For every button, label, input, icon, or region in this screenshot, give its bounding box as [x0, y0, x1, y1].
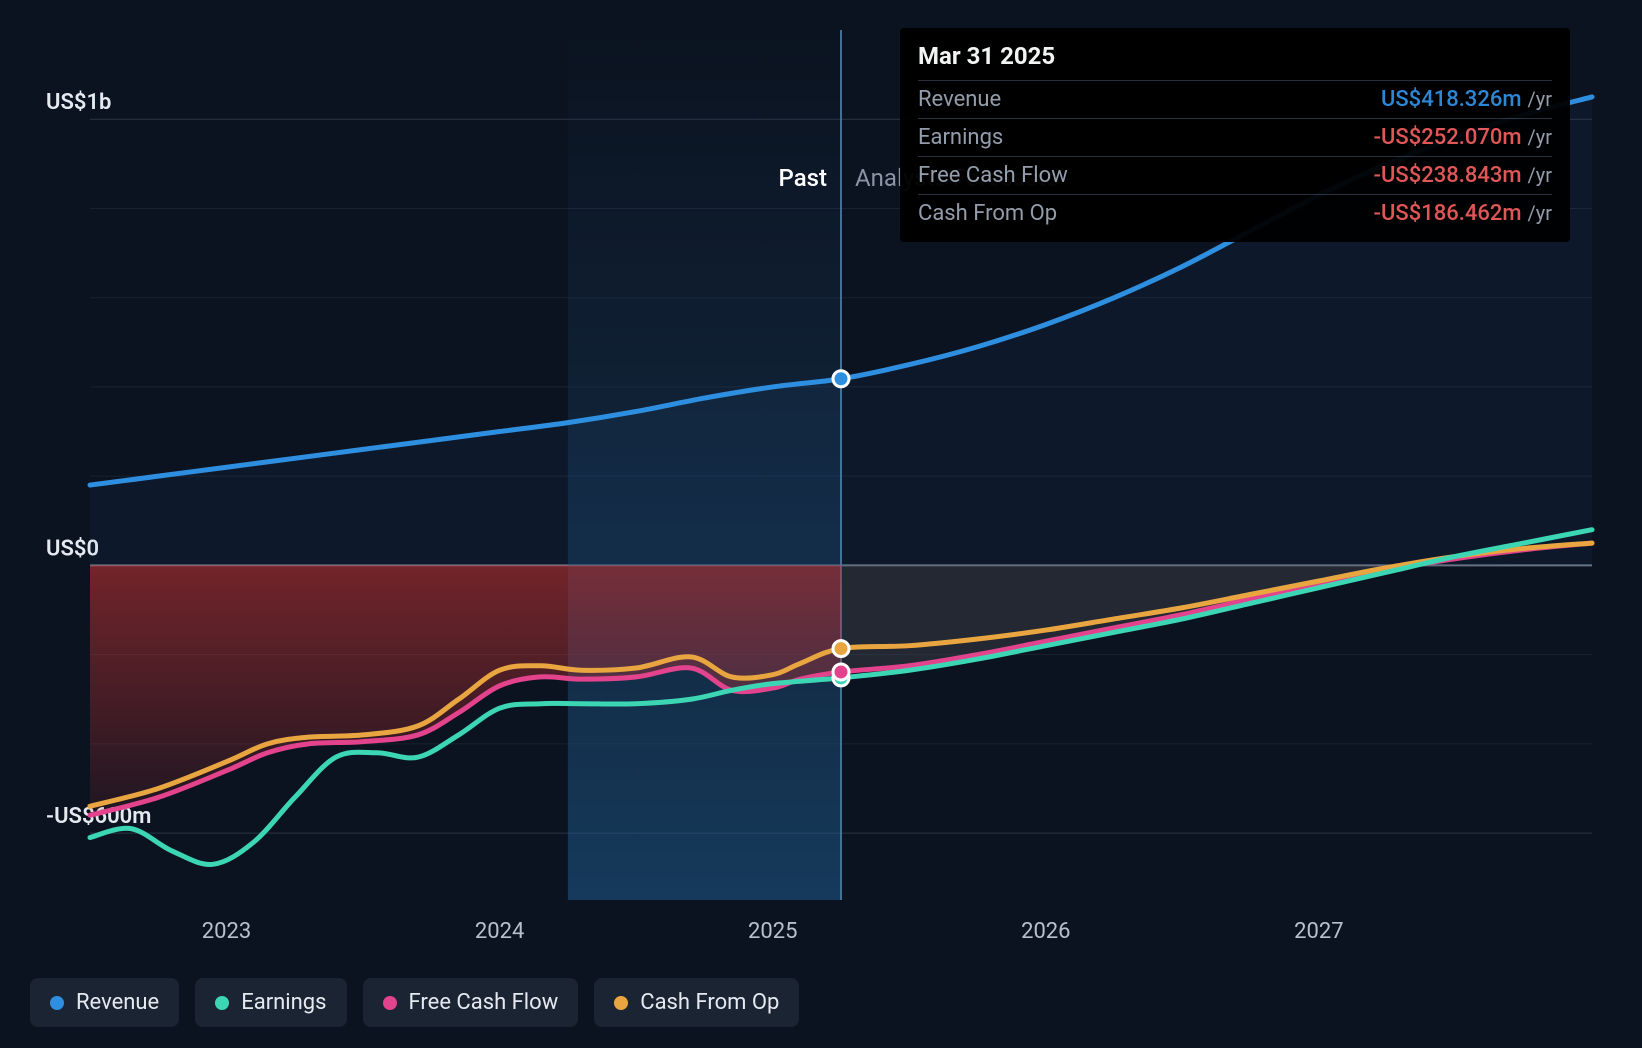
- fcf-marker: [833, 664, 849, 680]
- past-label: Past: [779, 164, 827, 192]
- tooltip-metric-label: Revenue: [918, 87, 1001, 112]
- cfo-marker: [833, 641, 849, 657]
- legend-label: Free Cash Flow: [409, 990, 559, 1015]
- x-axis-label: 2025: [748, 919, 797, 944]
- tooltip-unit: /yr: [1528, 125, 1553, 149]
- tooltip-metric-value: US$418.326m: [1381, 87, 1522, 112]
- tooltip-row: Cash From Op -US$186.462m/yr: [918, 194, 1552, 232]
- tooltip-row: Revenue US$418.326m/yr: [918, 80, 1552, 118]
- tooltip-unit: /yr: [1528, 201, 1553, 225]
- legend-item-earnings[interactable]: Earnings: [195, 978, 346, 1027]
- tooltip-metric-label: Earnings: [918, 125, 1003, 150]
- legend-dot-icon: [614, 996, 628, 1010]
- y-axis-label: US$1b: [46, 90, 111, 115]
- chart-container: US$1bUS$0-US$600mPastAnalysts Forecasts2…: [0, 0, 1642, 1048]
- x-axis-label: 2023: [202, 919, 251, 944]
- legend-item-revenue[interactable]: Revenue: [30, 978, 179, 1027]
- tooltip-metric-value: -US$238.843m: [1374, 163, 1522, 188]
- tooltip-unit: /yr: [1528, 163, 1553, 187]
- legend-row: Revenue Earnings Free Cash Flow Cash From O…: [30, 978, 1612, 1027]
- x-axis-label: 2027: [1294, 919, 1343, 944]
- tooltip-row: Earnings -US$252.070m/yr: [918, 118, 1552, 156]
- tooltip-metric-label: Cash From Op: [918, 201, 1057, 226]
- x-axis-label: 2024: [475, 919, 524, 944]
- tooltip-date: Mar 31 2025: [918, 42, 1552, 70]
- legend-dot-icon: [383, 996, 397, 1010]
- legend-label: Earnings: [241, 990, 326, 1015]
- legend-item-cash-from-op[interactable]: Cash From Op: [594, 978, 799, 1027]
- legend-label: Revenue: [76, 990, 159, 1015]
- legend-item-free-cash-flow[interactable]: Free Cash Flow: [363, 978, 579, 1027]
- tooltip-metric-label: Free Cash Flow: [918, 163, 1068, 188]
- tooltip-unit: /yr: [1528, 87, 1553, 111]
- legend-dot-icon: [215, 996, 229, 1010]
- legend-label: Cash From Op: [640, 990, 779, 1015]
- revenue-marker: [833, 371, 849, 387]
- tooltip-metric-value: -US$252.070m: [1374, 125, 1522, 150]
- legend-dot-icon: [50, 996, 64, 1010]
- x-axis-label: 2026: [1021, 919, 1070, 944]
- tooltip-row: Free Cash Flow -US$238.843m/yr: [918, 156, 1552, 194]
- hover-tooltip: Mar 31 2025 RevenueUS$418.326m/yrEarning…: [900, 28, 1570, 242]
- tooltip-metric-value: -US$186.462m: [1374, 201, 1522, 226]
